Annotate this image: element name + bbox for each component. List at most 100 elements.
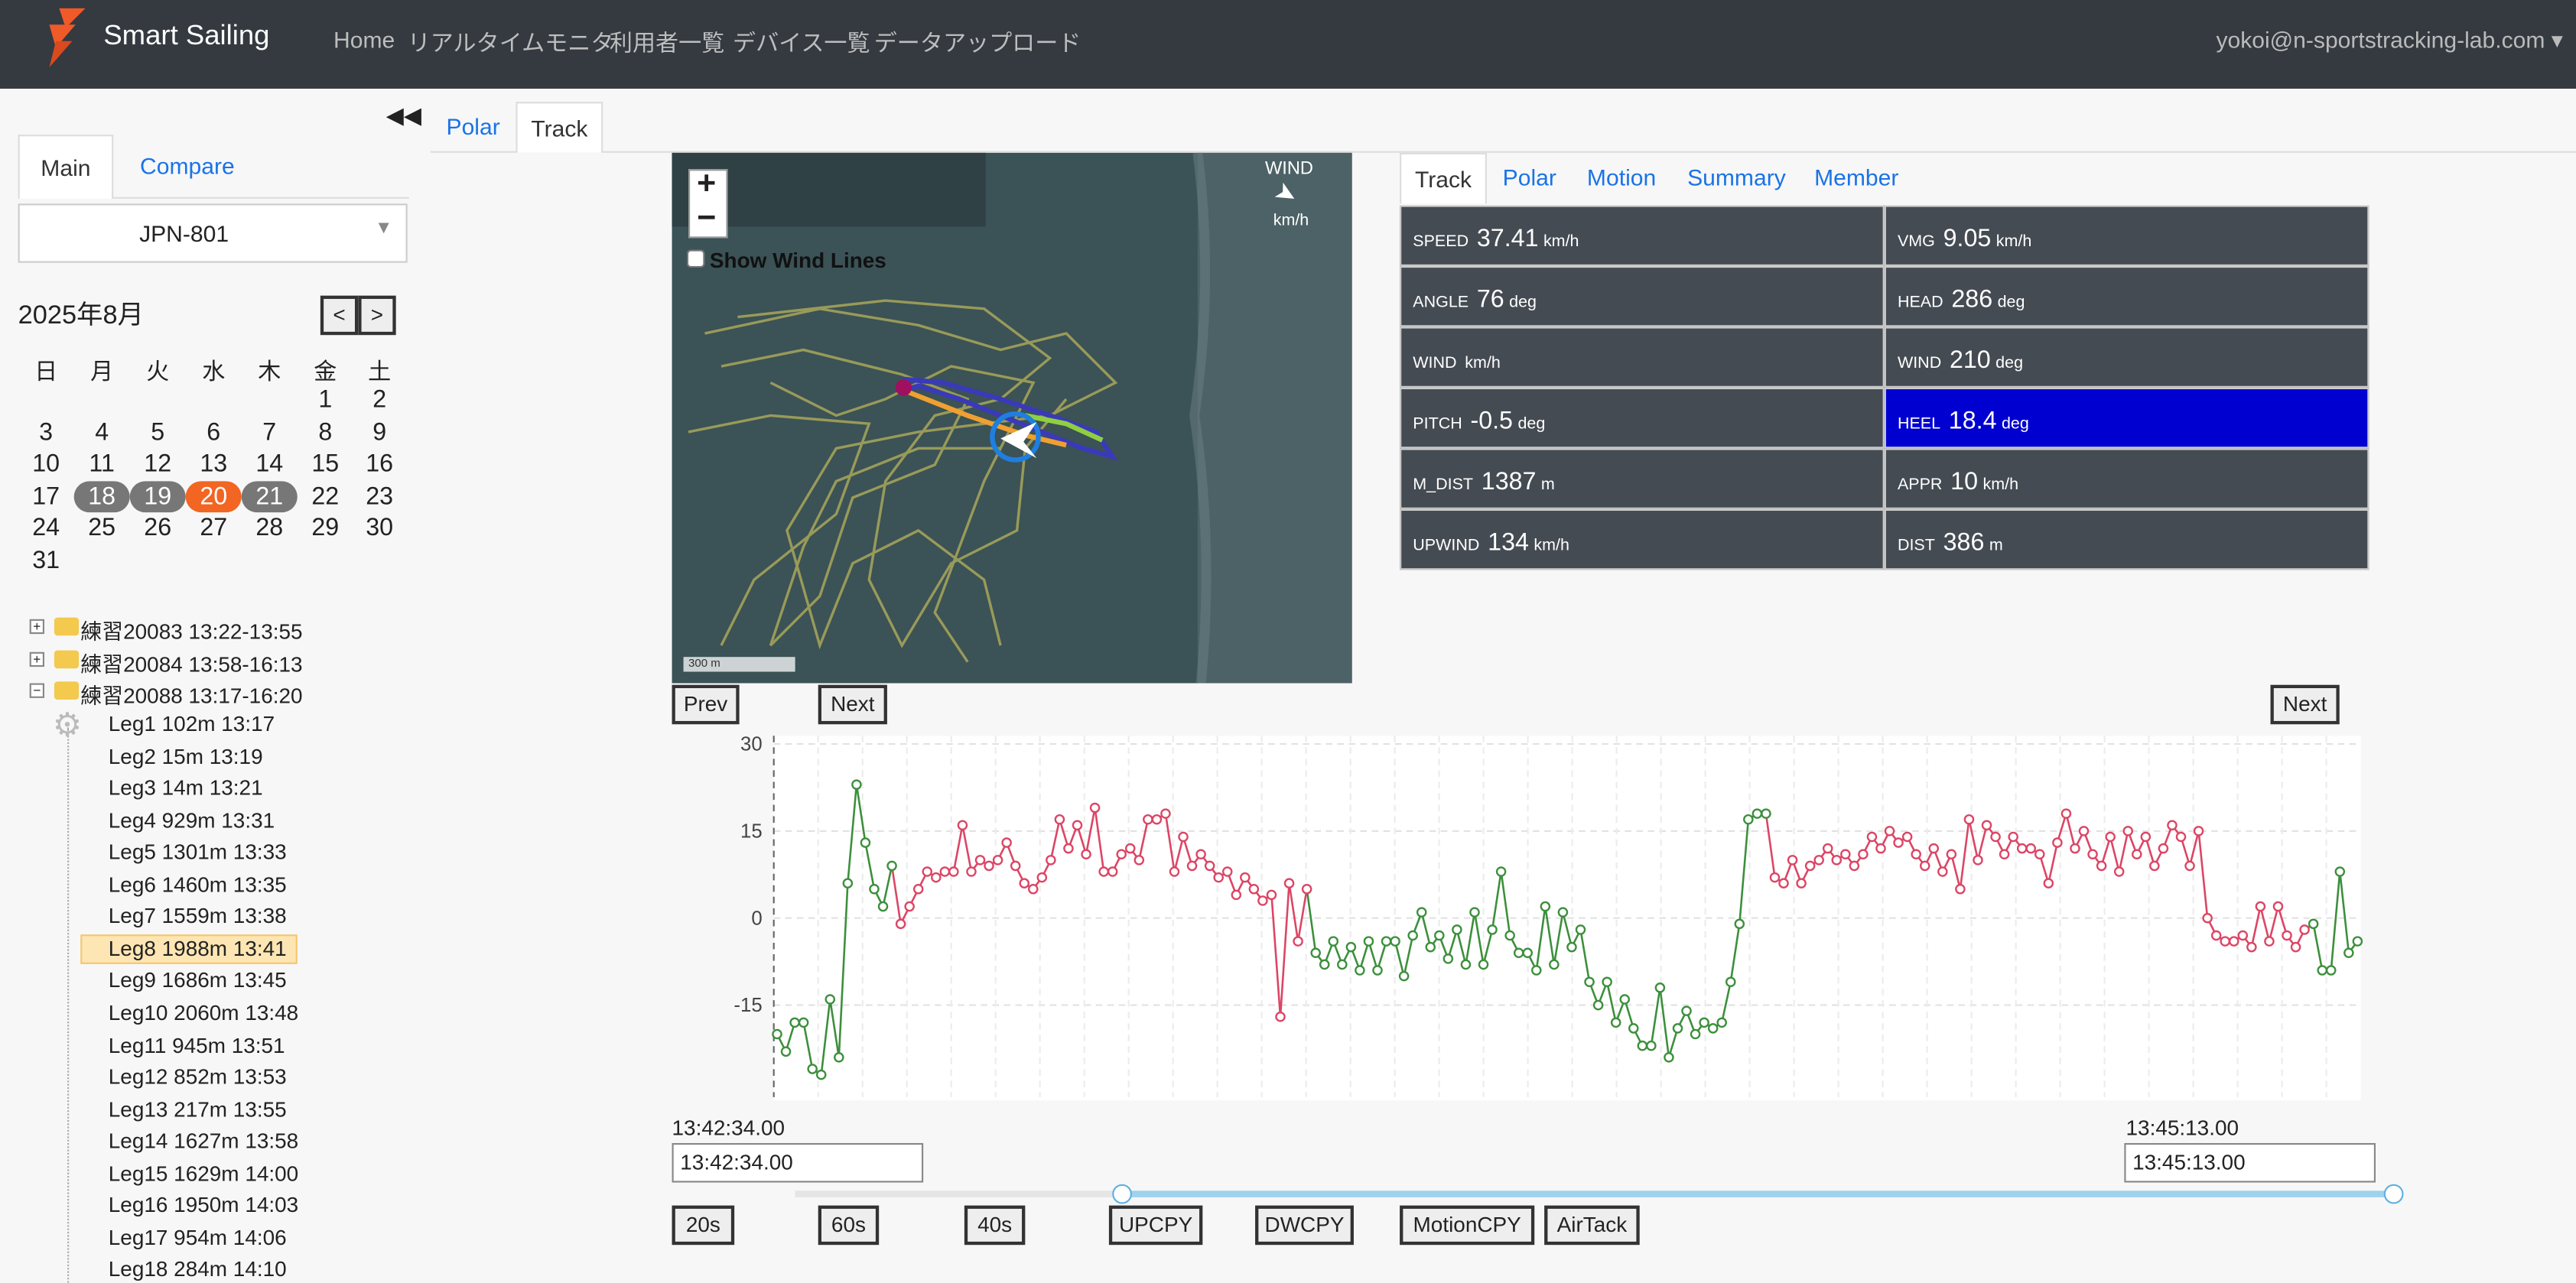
- stat-cell: DIST 386 m: [1884, 508, 2369, 570]
- calendar-day[interactable]: 9: [372, 417, 387, 447]
- calendar-day[interactable]: 17: [32, 482, 60, 511]
- stats-tab[interactable]: Member: [1814, 164, 1899, 191]
- calendar-day[interactable]: 2: [372, 385, 387, 414]
- start-time-input[interactable]: 13:42:34.00: [672, 1143, 924, 1183]
- sidebar-tab[interactable]: Main: [18, 135, 114, 199]
- nav-link[interactable]: リアルタイムモニタ: [407, 29, 614, 57]
- control-button[interactable]: AirTack: [1544, 1205, 1640, 1246]
- folder-label[interactable]: 練習20083 13:22-13:55: [80, 619, 303, 645]
- nav-link[interactable]: デバイス一覧: [733, 29, 870, 57]
- calendar-day[interactable]: 14: [255, 450, 284, 479]
- calendar-day[interactable]: 11: [89, 450, 115, 479]
- calendar-day[interactable]: 30: [366, 515, 394, 543]
- calendar-day[interactable]: 25: [88, 515, 116, 543]
- point: [1557, 907, 1569, 918]
- leg-item[interactable]: Leg12 852m 13:53: [108, 1064, 287, 1090]
- user-menu[interactable]: yokoi@n-sportstracking-lab.com ▾: [2216, 26, 2563, 53]
- wind-lines-toggle[interactable]: Show Wind Lines: [686, 248, 886, 273]
- leg-item[interactable]: Leg13 217m 13:55: [108, 1096, 287, 1122]
- calendar-day[interactable]: 13: [200, 450, 228, 479]
- stat-label: HEEL: [1897, 415, 1941, 434]
- calendar-day[interactable]: 3: [39, 417, 54, 447]
- leg-item[interactable]: Leg16 1950m 14:03: [108, 1192, 299, 1218]
- main-tab[interactable]: Polar: [446, 113, 500, 140]
- sidebar-tab[interactable]: Compare: [140, 152, 235, 180]
- stats-tab[interactable]: Track: [1400, 152, 1487, 204]
- control-button[interactable]: MotionCPY: [1400, 1205, 1535, 1246]
- leg-item[interactable]: Leg8 1988m 13:41: [108, 936, 287, 961]
- device-select[interactable]: JPN-801 ▼: [18, 203, 408, 263]
- calendar-day[interactable]: 12: [144, 450, 172, 479]
- leg-item[interactable]: Leg3 14m 13:21: [108, 775, 263, 801]
- control-button[interactable]: 20s: [672, 1205, 735, 1246]
- leg-item[interactable]: Leg11 945m 13:51: [108, 1032, 285, 1057]
- next-button-right[interactable]: Next: [2270, 684, 2340, 725]
- calendar-day[interactable]: 26: [144, 515, 172, 543]
- zoom-in[interactable]: +: [697, 165, 717, 203]
- slider-handle-start[interactable]: [1112, 1184, 1132, 1204]
- calendar-day[interactable]: 1: [318, 385, 333, 414]
- calendar-day[interactable]: 16: [366, 450, 394, 479]
- end-time-input[interactable]: 13:45:13.00: [2124, 1143, 2376, 1183]
- control-button[interactable]: DWCPY: [1255, 1205, 1354, 1246]
- leg-item[interactable]: Leg15 1629m 14:00: [108, 1160, 299, 1186]
- tree-toggle[interactable]: +: [29, 651, 44, 667]
- brand[interactable]: Smart Sailing: [103, 19, 270, 51]
- stats-tab[interactable]: Polar: [1502, 164, 1556, 191]
- point: [1046, 855, 1056, 866]
- main-tab[interactable]: Track: [516, 102, 603, 153]
- nav-link[interactable]: 利用者一覧: [609, 29, 725, 57]
- wind-lines-checkbox[interactable]: [686, 249, 705, 268]
- calendar-day[interactable]: 4: [95, 417, 109, 447]
- cal-next[interactable]: >: [358, 295, 396, 336]
- control-button[interactable]: UPCPY: [1108, 1205, 1203, 1246]
- leg-item[interactable]: Leg6 1460m 13:35: [108, 872, 287, 897]
- nav-link[interactable]: Home: [333, 26, 395, 53]
- leg-item[interactable]: Leg2 15m 13:19: [108, 743, 263, 768]
- leg-item[interactable]: Leg5 1301m 13:33: [108, 840, 287, 865]
- calendar-day[interactable]: 10: [32, 450, 60, 479]
- nav-link[interactable]: データアップロード: [873, 29, 1081, 57]
- point: [1240, 872, 1251, 883]
- calendar-day[interactable]: 18: [73, 480, 130, 512]
- zoom-out[interactable]: −: [697, 200, 717, 237]
- calendar-day[interactable]: 20: [185, 480, 242, 512]
- calendar-day[interactable]: 23: [366, 482, 394, 511]
- stats-tab[interactable]: Summary: [1687, 164, 1786, 191]
- cal-prev[interactable]: <: [320, 295, 359, 336]
- control-button[interactable]: 40s: [964, 1205, 1026, 1246]
- calendar-day[interactable]: 7: [262, 417, 277, 447]
- tree-toggle[interactable]: +: [29, 619, 44, 635]
- calendar-day[interactable]: 22: [311, 482, 340, 511]
- stats-tab[interactable]: Motion: [1586, 164, 1657, 191]
- leg-item[interactable]: Leg4 929m 13:31: [108, 807, 275, 833]
- folder-label[interactable]: 練習20084 13:58-16:13: [80, 651, 303, 676]
- control-button[interactable]: 60s: [818, 1205, 880, 1246]
- leg-item[interactable]: Leg1 102m 13:17: [108, 711, 275, 736]
- folder-label[interactable]: 練習20088 13:17-16:20: [80, 683, 303, 708]
- calendar-day[interactable]: 27: [200, 515, 228, 543]
- leg-item[interactable]: Leg18 284m 14:10: [108, 1256, 287, 1282]
- stat-unit: deg: [1509, 294, 1537, 313]
- point: [1390, 936, 1400, 947]
- calendar-day[interactable]: 6: [207, 417, 221, 447]
- calendar-day[interactable]: 24: [32, 515, 60, 543]
- prev-button[interactable]: Prev: [672, 684, 740, 725]
- calendar-day[interactable]: 15: [311, 450, 340, 479]
- calendar-day[interactable]: 5: [151, 417, 165, 447]
- tree-toggle[interactable]: −: [29, 683, 44, 698]
- leg-item[interactable]: Leg7 1559m 13:38: [108, 904, 287, 929]
- calendar-day[interactable]: 31: [32, 547, 60, 575]
- leg-item[interactable]: Leg14 1627m 13:58: [108, 1128, 299, 1154]
- calendar-day[interactable]: 29: [311, 515, 340, 543]
- leg-item[interactable]: Leg10 2060m 13:48: [108, 999, 299, 1025]
- calendar-day[interactable]: 21: [241, 480, 298, 512]
- calendar-day[interactable]: 19: [129, 480, 186, 512]
- slider-handle-end[interactable]: [2383, 1184, 2404, 1204]
- leg-item[interactable]: Leg17 954m 14:06: [108, 1224, 287, 1250]
- collapse-icon[interactable]: ◀◀: [385, 102, 422, 128]
- calendar-day[interactable]: 28: [255, 515, 284, 543]
- next-button[interactable]: Next: [818, 684, 887, 725]
- calendar-day[interactable]: 8: [318, 417, 333, 447]
- leg-item[interactable]: Leg9 1686m 13:45: [108, 968, 287, 993]
